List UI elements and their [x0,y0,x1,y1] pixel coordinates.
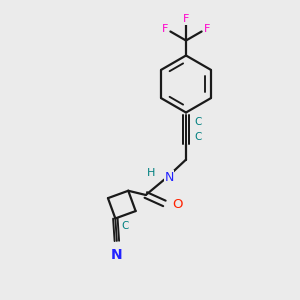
Text: O: O [172,198,182,211]
Text: N: N [111,248,123,262]
Text: F: F [204,24,210,34]
Text: C: C [121,221,129,231]
Text: F: F [183,14,189,25]
Text: C: C [194,117,202,127]
Text: N: N [164,171,174,184]
Text: H: H [147,168,155,178]
Text: C: C [194,132,202,142]
Text: F: F [162,24,168,34]
